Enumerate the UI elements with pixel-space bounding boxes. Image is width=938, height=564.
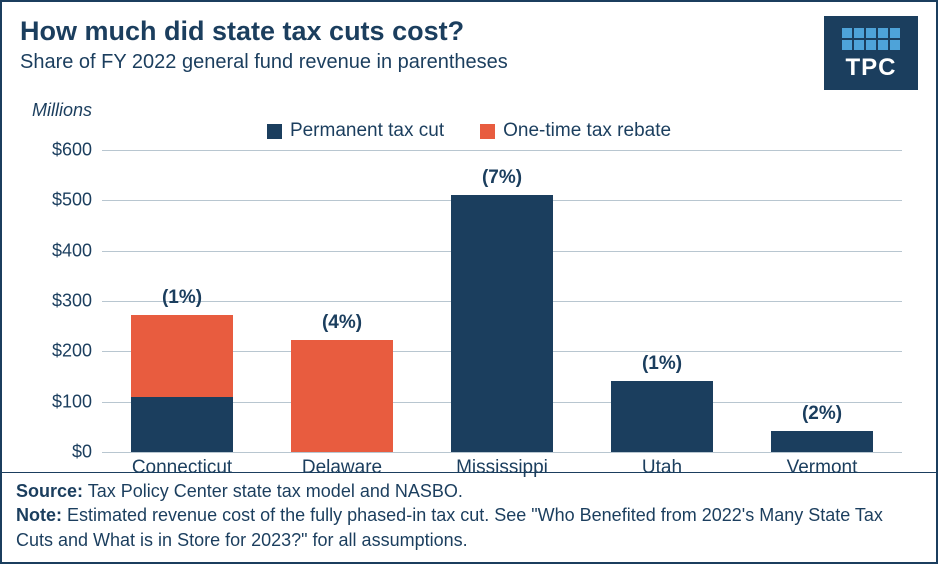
legend-item: One-time tax rebate	[480, 120, 671, 142]
footer-source: Source: Tax Policy Center state tax mode…	[16, 479, 922, 503]
gridline	[102, 452, 902, 453]
bar-segment	[131, 315, 233, 397]
y-tick-label: $300	[22, 291, 92, 312]
legend-swatch	[267, 124, 282, 139]
legend: Permanent tax cut One-time tax rebate	[2, 120, 936, 145]
legend-label: Permanent tax cut	[290, 120, 444, 142]
y-tick-label: $600	[22, 140, 92, 161]
legend-item: Permanent tax cut	[267, 120, 444, 142]
y-axis-title: Millions	[32, 100, 92, 121]
title-block: How much did state tax cuts cost? Share …	[20, 16, 824, 74]
logo-text: TPC	[846, 54, 897, 82]
logo-grid-icon	[842, 28, 900, 50]
bar-annotation: (2%)	[742, 403, 902, 425]
footer: Source: Tax Policy Center state tax mode…	[2, 472, 936, 562]
header: How much did state tax cuts cost? Share …	[2, 2, 936, 90]
y-tick-label: $400	[22, 240, 92, 261]
bar-segment	[451, 195, 553, 452]
legend-label: One-time tax rebate	[503, 120, 671, 142]
bar-annotation: (1%)	[582, 353, 742, 375]
bar-annotation: (4%)	[262, 312, 422, 334]
y-tick-label: $500	[22, 190, 92, 211]
bar-annotation: (1%)	[102, 287, 262, 309]
bar-segment	[291, 340, 393, 452]
bar-annotation: (7%)	[422, 167, 582, 189]
y-tick-label: $0	[22, 442, 92, 463]
y-tick-label: $100	[22, 391, 92, 412]
y-tick-label: $200	[22, 341, 92, 362]
chart-title: How much did state tax cuts cost?	[20, 16, 824, 47]
footer-note: Note: Estimated revenue cost of the full…	[16, 503, 922, 552]
gridline	[102, 150, 902, 151]
chart-subtitle: Share of FY 2022 general fund revenue in…	[20, 51, 824, 74]
bar-segment	[771, 431, 873, 452]
tpc-logo: TPC	[824, 16, 918, 90]
legend-swatch	[480, 124, 495, 139]
chart-plot-area: $0$100$200$300$400$500$600(1%)(4%)(7%)(1…	[102, 150, 902, 452]
bar-segment	[131, 397, 233, 452]
bar-segment	[611, 381, 713, 452]
